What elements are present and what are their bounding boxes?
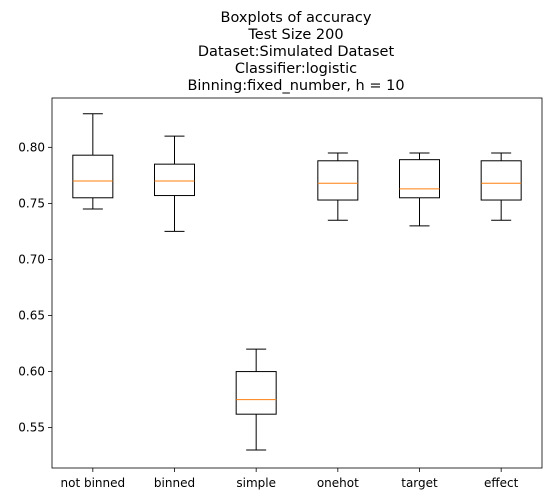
title-line-5: Binning:fixed_number, h = 10 (187, 78, 404, 94)
boxes-layer (72, 113, 522, 451)
y-tick-label: 0.80 (18, 140, 45, 154)
iqr-box (154, 163, 195, 197)
y-tick-label: 0.60 (18, 365, 45, 379)
x-tick-label: onehot (317, 476, 359, 490)
iqr-box (317, 160, 359, 201)
box-simple (235, 348, 277, 451)
x-tick-label: not binned (61, 476, 126, 490)
title-line-4: Classifier:logistic (235, 61, 357, 77)
box-onehot (317, 152, 359, 221)
iqr-box (235, 371, 277, 415)
title-line-3: Dataset:Simulated Dataset (198, 44, 395, 60)
y-tick-label: 0.75 (18, 196, 45, 210)
iqr-box (480, 160, 522, 201)
y-tick-label: 0.55 (18, 421, 45, 435)
title-line-2: Test Size 200 (247, 27, 343, 43)
x-tick-label: simple (236, 476, 276, 490)
x-tick-label: binned (154, 476, 195, 490)
title-line-1: Boxplots of accuracy (221, 10, 372, 26)
chart-title: Boxplots of accuracy Test Size 200 Datas… (187, 10, 404, 94)
iqr-box (72, 154, 114, 199)
box-effect (480, 152, 522, 221)
x-tick-label: effect (484, 476, 519, 490)
x-tick-label: target (401, 476, 438, 490)
y-axis: 0.55 0.60 0.65 0.70 0.75 0.80 (18, 140, 52, 435)
plot-frame (51, 97, 543, 469)
box-not-binned (72, 113, 114, 210)
y-tick-label: 0.65 (18, 309, 45, 323)
x-axis: not binned binned simple onehot target effect (61, 468, 519, 490)
box-target (399, 152, 440, 227)
y-tick-label: 0.70 (18, 252, 45, 266)
iqr-box (399, 159, 440, 199)
box-binned (154, 135, 195, 232)
